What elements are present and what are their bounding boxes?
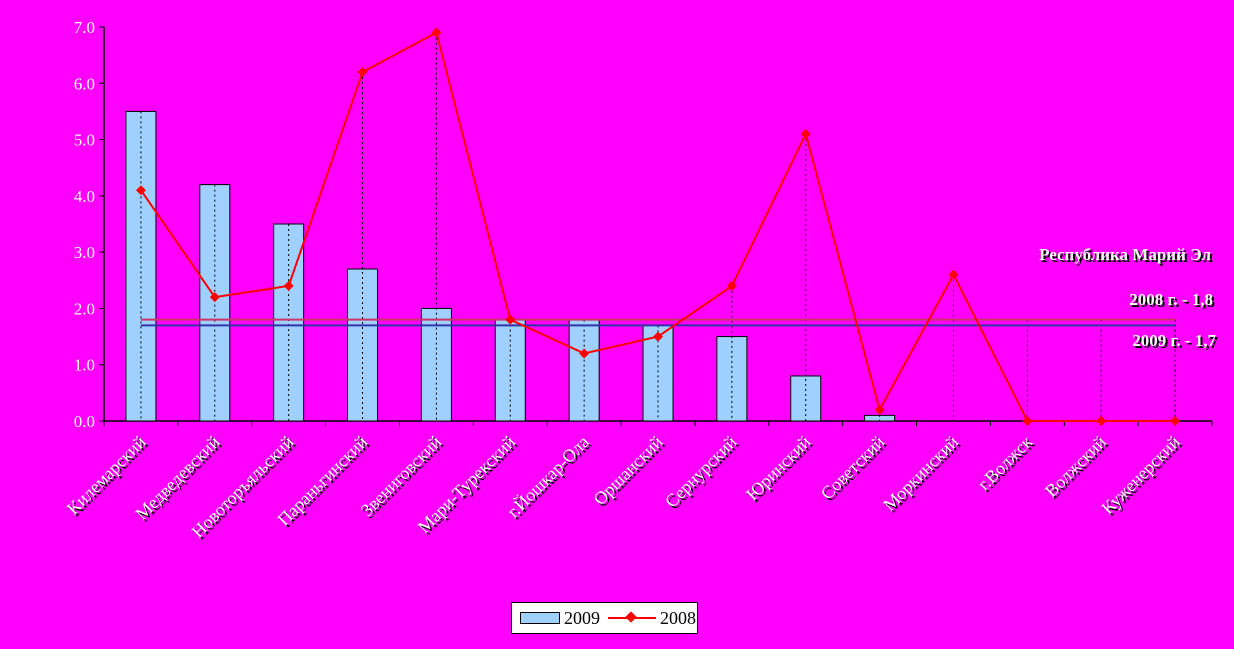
legend-swatch-2008 bbox=[608, 612, 656, 624]
category-label: Сернурский bbox=[661, 431, 741, 511]
annotation-title: Республика Марий Эл bbox=[1039, 245, 1211, 264]
point-2008 bbox=[1170, 416, 1181, 426]
annotation-title-shadow: Республика Марий Эл bbox=[1041, 247, 1213, 266]
ref-label-2008-shadow: 2008 г. - 1,8 bbox=[1131, 292, 1215, 311]
bar-2009 bbox=[199, 184, 231, 422]
legend-item-2009: 2009 bbox=[520, 608, 600, 629]
point-2008 bbox=[357, 67, 368, 78]
legend-label-2009: 2009 bbox=[564, 607, 600, 628]
point-2008 bbox=[1022, 416, 1033, 426]
y-tick-label: 2.0 bbox=[74, 299, 95, 318]
y-tick-label: 7.0 bbox=[74, 18, 95, 37]
point-2008 bbox=[283, 280, 294, 291]
ref-label-2008: 2008 г. - 1,8 bbox=[1129, 290, 1213, 309]
point-2008 bbox=[431, 27, 442, 38]
point-2008 bbox=[209, 292, 220, 303]
category-label: Юринский bbox=[742, 431, 815, 504]
y-tick-label: 4.0 bbox=[74, 187, 95, 206]
legend-item-2008: 2008 bbox=[608, 608, 696, 629]
point-2008 bbox=[653, 331, 663, 342]
category-label: Куженерский bbox=[1097, 431, 1184, 518]
point-2008 bbox=[1096, 416, 1107, 426]
legend-swatch-2009 bbox=[520, 612, 560, 624]
category-label: Оршанский bbox=[589, 431, 667, 509]
bar-2009 bbox=[790, 375, 822, 422]
ref-label-2009-shadow: 2009 г. - 1,7 bbox=[1134, 333, 1218, 352]
line-2008 bbox=[135, 27, 1181, 426]
category-label: Моркинский bbox=[879, 431, 962, 514]
legend: 2009 2008 bbox=[511, 602, 698, 634]
point-2008 bbox=[135, 185, 146, 196]
x-tick-labels: КилемарскийКилемарскийМедведевскийМедвед… bbox=[63, 431, 1186, 543]
annotations: Республика Марий Эл Республика Марий Эл … bbox=[1039, 245, 1218, 352]
category-label: Советский bbox=[817, 431, 889, 503]
point-2008 bbox=[800, 128, 811, 139]
y-tick-label: 6.0 bbox=[74, 74, 95, 93]
point-2008 bbox=[505, 314, 516, 325]
y-tick-label: 3.0 bbox=[74, 243, 95, 262]
point-2008 bbox=[948, 269, 959, 280]
bar-2009 bbox=[420, 307, 452, 422]
point-2008 bbox=[726, 280, 737, 291]
ref-label-2009: 2009 г. - 1,7 bbox=[1132, 331, 1216, 350]
reference-lines bbox=[140, 318, 1176, 327]
legend-label-2008: 2008 bbox=[660, 607, 696, 628]
y-tick-label: 0.0 bbox=[74, 412, 95, 431]
y-tick-label: 5.0 bbox=[74, 131, 95, 150]
bar-2009 bbox=[716, 336, 748, 422]
category-label: Волжский bbox=[1041, 431, 1110, 500]
bars-2009 bbox=[125, 110, 896, 422]
category-label: г.Волжск bbox=[974, 432, 1037, 495]
point-2008 bbox=[874, 404, 885, 415]
point-2008 bbox=[579, 348, 590, 359]
y-tick-label: 1.0 bbox=[74, 356, 95, 375]
